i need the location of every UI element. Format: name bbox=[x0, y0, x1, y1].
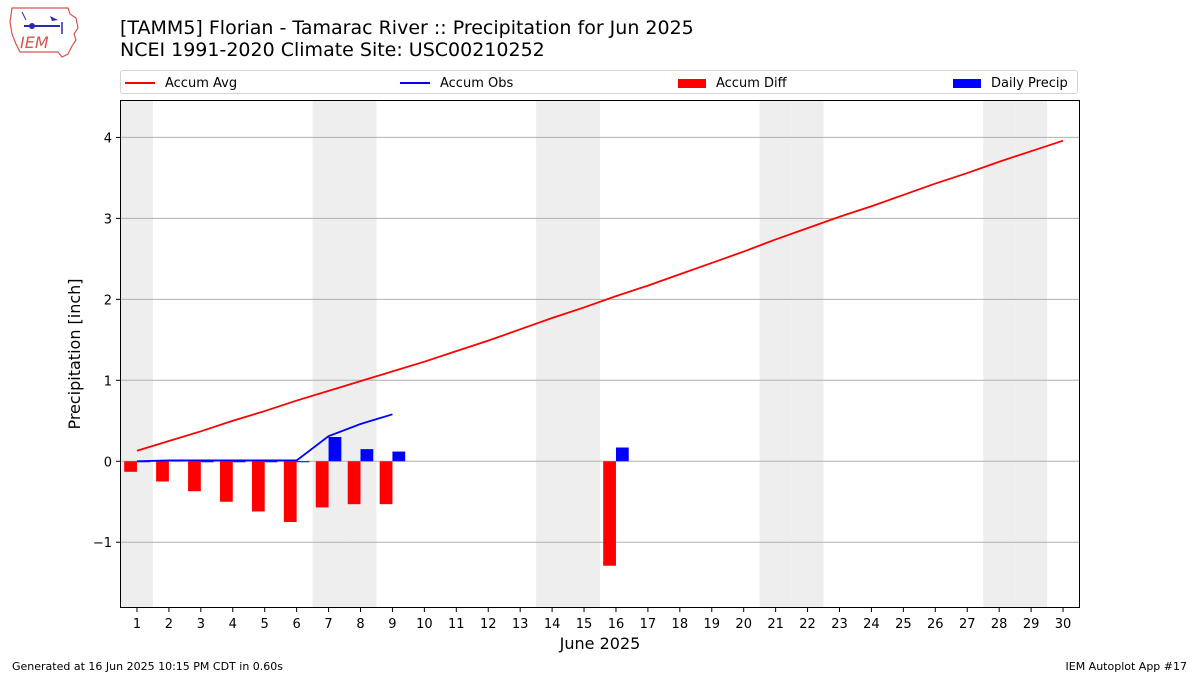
daily-precip-bar-day-4 bbox=[232, 461, 246, 463]
accum-diff-bar-day-8 bbox=[347, 461, 361, 505]
weekend-band-day-7 bbox=[312, 101, 345, 607]
x-tick-label-26: 26 bbox=[927, 617, 944, 632]
daily-precip-bar-day-2 bbox=[168, 460, 182, 462]
legend-label-accum-diff: Accum Diff bbox=[716, 75, 787, 91]
weekend-bands bbox=[121, 101, 1048, 607]
daily-precip-bar-day-6 bbox=[296, 461, 310, 463]
footer-generated: Generated at 16 Jun 2025 10:15 PM CDT in… bbox=[12, 660, 284, 673]
daily-precip-bar-day-3 bbox=[200, 461, 214, 463]
legend-item-accum-diff: Accum Diff bbox=[678, 74, 787, 92]
x-tick-label-18: 18 bbox=[672, 617, 689, 632]
x-tick-label-3: 3 bbox=[197, 617, 205, 632]
chart-title: [TAMM5] Florian - Tamarac River :: Preci… bbox=[120, 17, 694, 39]
accum-diff-bar-day-3 bbox=[188, 461, 201, 492]
x-tick-label-23: 23 bbox=[831, 617, 848, 632]
weekend-band-day-1 bbox=[121, 101, 153, 607]
x-axis-label: June 2025 bbox=[559, 634, 641, 653]
y-axis-ticks: −1 0 1 2 3 4 bbox=[93, 131, 121, 551]
iem-logo: IEM bbox=[9, 7, 79, 58]
x-tick-label-6: 6 bbox=[292, 617, 300, 632]
accum-diff-bar-day-5 bbox=[251, 461, 265, 512]
accum-diff-bar-day-16 bbox=[603, 461, 616, 566]
legend-label-accum-obs: Accum Obs bbox=[440, 75, 514, 91]
accum-diff-bar-day-2 bbox=[156, 461, 169, 482]
x-tick-label-5: 5 bbox=[261, 617, 269, 632]
legend-item-daily-precip: Daily Precip bbox=[953, 74, 1068, 92]
weekend-band-day-28 bbox=[983, 101, 1016, 607]
legend-item-accum-avg: Accum Avg bbox=[125, 74, 237, 92]
legend-item-accum-obs: Accum Obs bbox=[400, 74, 513, 92]
x-tick-label-30: 30 bbox=[1055, 617, 1072, 632]
x-tick-label-21: 21 bbox=[767, 617, 784, 632]
x-tick-label-13: 13 bbox=[512, 617, 529, 632]
footer-app: IEM Autoplot App #17 bbox=[1065, 660, 1188, 673]
x-axis-ticks: 1 2 3 4 5 6 7 8 9 10 11 12 13 14 15 16 17 18 19 20 21 22 23 24 2… bbox=[133, 607, 1071, 632]
y-tick-label-1: 0 bbox=[104, 455, 112, 470]
bar-series bbox=[124, 436, 629, 566]
x-tick-label-14: 14 bbox=[544, 617, 561, 632]
x-tick-label-9: 9 bbox=[388, 617, 396, 632]
accum-diff-bar-day-7 bbox=[315, 461, 329, 508]
weekend-band-day-8 bbox=[344, 101, 377, 607]
x-tick-label-28: 28 bbox=[991, 617, 1008, 632]
daily-precip-bar-day-8 bbox=[360, 449, 374, 462]
y-tick-label-4: 3 bbox=[104, 212, 112, 227]
legend-swatch-accum-obs bbox=[400, 82, 430, 84]
x-tick-label-19: 19 bbox=[703, 617, 720, 632]
x-tick-label-8: 8 bbox=[356, 617, 364, 632]
x-tick-label-15: 15 bbox=[576, 617, 593, 632]
x-tick-label-11: 11 bbox=[448, 617, 465, 632]
weekend-band-day-21 bbox=[759, 101, 792, 607]
legend-swatch-accum-diff bbox=[678, 78, 706, 88]
accum-diff-bar-day-6 bbox=[283, 461, 297, 522]
x-tick-label-22: 22 bbox=[799, 617, 816, 632]
accum-diff-bar-day-1 bbox=[124, 461, 137, 472]
legend-swatch-daily-precip bbox=[953, 78, 981, 88]
accum-diff-bar-day-9 bbox=[379, 461, 393, 505]
x-tick-label-29: 29 bbox=[1023, 617, 1040, 632]
x-tick-label-24: 24 bbox=[863, 617, 880, 632]
x-tick-label-4: 4 bbox=[229, 617, 237, 632]
y-tick-label-3: 2 bbox=[104, 293, 112, 308]
gridlines bbox=[121, 136, 1079, 543]
chart-title-block: [TAMM5] Florian - Tamarac River :: Preci… bbox=[120, 17, 694, 61]
x-tick-label-20: 20 bbox=[735, 617, 752, 632]
x-tick-label-7: 7 bbox=[324, 617, 332, 632]
x-tick-label-17: 17 bbox=[640, 617, 657, 632]
x-tick-label-1: 1 bbox=[133, 617, 141, 632]
y-axis-label: Precipitation [inch] bbox=[65, 278, 84, 429]
daily-precip-bar-day-7 bbox=[328, 436, 342, 462]
x-tick-label-10: 10 bbox=[416, 617, 433, 632]
weekend-band-day-22 bbox=[791, 101, 824, 607]
accum-avg-line bbox=[136, 139, 1064, 452]
legend: Accum Avg Accum Obs Accum Diff Daily Pre… bbox=[120, 70, 1078, 94]
logo-text: IEM bbox=[20, 33, 49, 52]
legend-label-daily-precip: Daily Precip bbox=[991, 75, 1068, 91]
x-tick-label-25: 25 bbox=[895, 617, 912, 632]
y-tick-label-5: 4 bbox=[104, 131, 112, 146]
legend-label-accum-avg: Accum Avg bbox=[165, 75, 238, 91]
y-tick-label-2: 1 bbox=[104, 374, 112, 389]
weekend-band-day-14 bbox=[536, 101, 569, 607]
x-tick-label-12: 12 bbox=[480, 617, 497, 632]
x-tick-label-16: 16 bbox=[608, 617, 625, 632]
daily-precip-bar-day-5 bbox=[264, 461, 278, 463]
weekend-band-day-15 bbox=[568, 101, 600, 607]
y-tick-label-0: −1 bbox=[93, 536, 112, 551]
legend-swatch-accum-avg bbox=[125, 82, 155, 84]
chart-subtitle: NCEI 1991-2020 Climate Site: USC00210252 bbox=[120, 39, 545, 61]
daily-precip-bar-day-1 bbox=[136, 461, 150, 463]
weekend-band-day-29 bbox=[1015, 101, 1048, 607]
accum-obs-line bbox=[136, 413, 393, 463]
x-tick-label-27: 27 bbox=[959, 617, 976, 632]
x-tick-label-2: 2 bbox=[165, 617, 173, 632]
accum-diff-bar-day-4 bbox=[219, 461, 233, 502]
plot-frame bbox=[120, 100, 1080, 608]
daily-precip-bar-day-9 bbox=[392, 451, 406, 462]
daily-precip-bar-day-16 bbox=[615, 447, 629, 462]
line-series bbox=[136, 139, 1064, 463]
